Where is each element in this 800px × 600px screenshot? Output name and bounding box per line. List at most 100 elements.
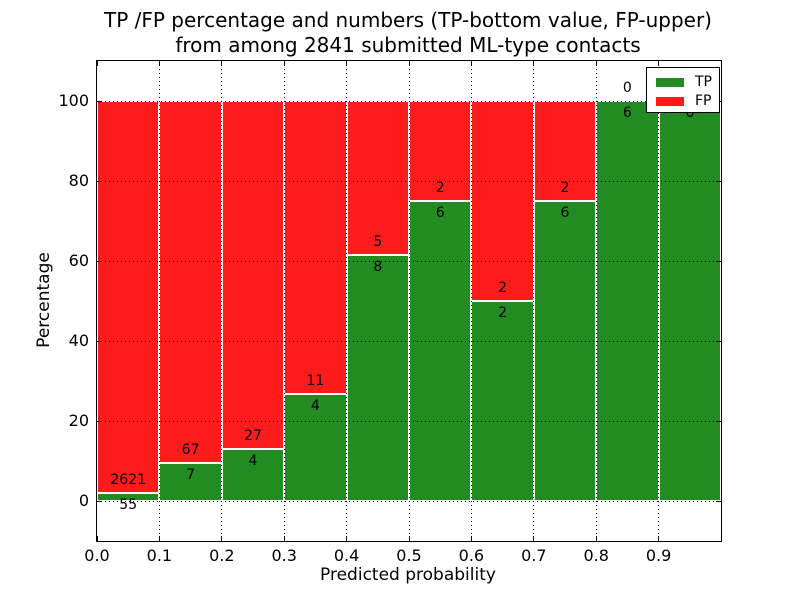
y-tick-label: 80: [68, 171, 89, 190]
y-tick-label: 60: [68, 251, 89, 270]
x-tick-mark: [408, 61, 410, 66]
legend: TP FP: [646, 67, 720, 113]
x-tick-mark: [408, 536, 410, 541]
bar-segment-tp: [533, 201, 597, 501]
x-tick-mark: [221, 61, 223, 66]
bar-segment-tp: [658, 101, 721, 501]
y-tick-mark: [97, 100, 102, 102]
y-tick-label: 0: [78, 491, 89, 510]
y-tick-mark: [716, 340, 721, 342]
y-tick-mark: [716, 260, 721, 262]
x-tick-mark: [595, 536, 597, 541]
bar-label-fp: 11: [306, 373, 325, 390]
bar-segment-tp: [346, 254, 409, 501]
x-tick-label: 0.9: [645, 546, 672, 565]
bar-segment-fp: [97, 101, 160, 493]
x-tick-label: 0.8: [583, 546, 609, 565]
bar-label-fp: 27: [244, 428, 262, 445]
gridline-vertical: [595, 61, 597, 541]
bar-segment-fp: [221, 101, 285, 450]
chart-title-line1: TP /FP percentage and numbers (TP-bottom…: [104, 8, 712, 32]
gridline-vertical: [470, 61, 472, 541]
x-axis-label: Predicted probability: [320, 565, 496, 585]
x-tick-mark: [470, 61, 472, 66]
bar-segment-fp: [284, 101, 347, 395]
bar-label-tp: 6: [560, 205, 570, 221]
x-tick-label: 0.1: [146, 546, 173, 565]
x-tick-mark: [595, 61, 597, 66]
x-tick-label: 0.2: [209, 546, 235, 565]
x-tick-mark: [221, 536, 223, 541]
x-tick-label: 0.0: [84, 546, 110, 565]
y-tick-mark: [716, 420, 721, 422]
bar-label-tp: 7: [186, 467, 196, 484]
y-tick-mark: [97, 180, 102, 182]
bar-segment-tp: [596, 101, 659, 501]
y-tick-mark: [97, 500, 102, 502]
bar-label-fp: 0: [622, 80, 632, 96]
bar-label-tp: 2: [498, 305, 508, 321]
y-axis-label: Percentage: [34, 252, 54, 348]
bar-label-fp: 2: [560, 180, 570, 196]
y-tick-mark: [97, 420, 102, 422]
x-tick-label: 0.7: [521, 546, 547, 565]
y-tick-label: 100: [58, 91, 89, 110]
x-tick-mark: [97, 61, 98, 66]
x-tick-mark: [346, 61, 348, 66]
x-tick-mark: [470, 536, 472, 541]
chart-title-line2: from among 2841 submitted ML-type contac…: [175, 33, 641, 57]
x-tick-mark: [97, 536, 98, 541]
bar-label-fp: 2621: [110, 471, 147, 488]
x-tick-mark: [283, 61, 285, 66]
legend-label-fp: FP: [695, 93, 712, 109]
bar-segment-tp: [409, 201, 472, 501]
bar-label-fp: 67: [181, 442, 200, 459]
bar-segment-tp: [221, 449, 285, 501]
bar-segment-fp: [159, 101, 222, 464]
legend-label-tp: TP: [695, 74, 712, 90]
gridline-vertical: [346, 61, 348, 541]
bar-label-tp: 55: [119, 496, 138, 513]
x-tick-mark: [533, 536, 535, 541]
plot-area: 2621556772741145826222606060.00.10.20.30…: [58, 60, 722, 565]
y-tick-label: 20: [68, 411, 89, 430]
bar-segment-fp: [471, 101, 534, 301]
bar-label-fp: 2: [498, 280, 508, 296]
bar-label-tp: 6: [622, 105, 632, 121]
bar-segment-tp: [159, 463, 222, 501]
bar-segment-tp: [284, 394, 347, 501]
gridline-vertical: [158, 61, 160, 541]
y-tick-mark: [97, 340, 102, 342]
x-tick-label: 0.4: [333, 546, 360, 565]
bar-segment-tp: [97, 492, 160, 501]
x-tick-label: 0.5: [396, 546, 422, 565]
bar-label-fp: 5: [373, 233, 383, 250]
y-tick-mark: [716, 500, 721, 502]
gridline-vertical: [221, 61, 223, 541]
bar-label-tp: 6: [435, 205, 445, 221]
y-tick-label: 40: [68, 331, 89, 350]
x-tick-mark: [158, 536, 160, 541]
fp-color-swatch: [656, 97, 684, 106]
x-tick-mark: [158, 61, 160, 66]
x-tick-mark: [346, 536, 348, 541]
bar-segment-tp: [471, 301, 534, 501]
x-tick-mark: [658, 61, 660, 66]
gridline-vertical: [408, 61, 410, 541]
bar-segment-fp: [533, 101, 597, 201]
tp-color-swatch: [656, 78, 684, 87]
gridline-vertical: [283, 61, 285, 541]
gridline-vertical: [533, 61, 535, 541]
gridline-vertical: [658, 61, 660, 541]
bar-label-tp: 4: [248, 453, 258, 470]
bar-label-fp: 2: [435, 180, 445, 196]
bar-label-tp: 6: [685, 105, 695, 121]
bar-label-tp: 4: [310, 398, 320, 415]
x-tick-label: 0.3: [271, 546, 297, 565]
x-tick-label: 0.6: [458, 546, 485, 565]
x-tick-mark: [533, 61, 535, 66]
x-tick-mark: [658, 536, 660, 541]
legend-item-tp: TP: [656, 73, 719, 92]
bar-segment-fp: [409, 101, 472, 201]
